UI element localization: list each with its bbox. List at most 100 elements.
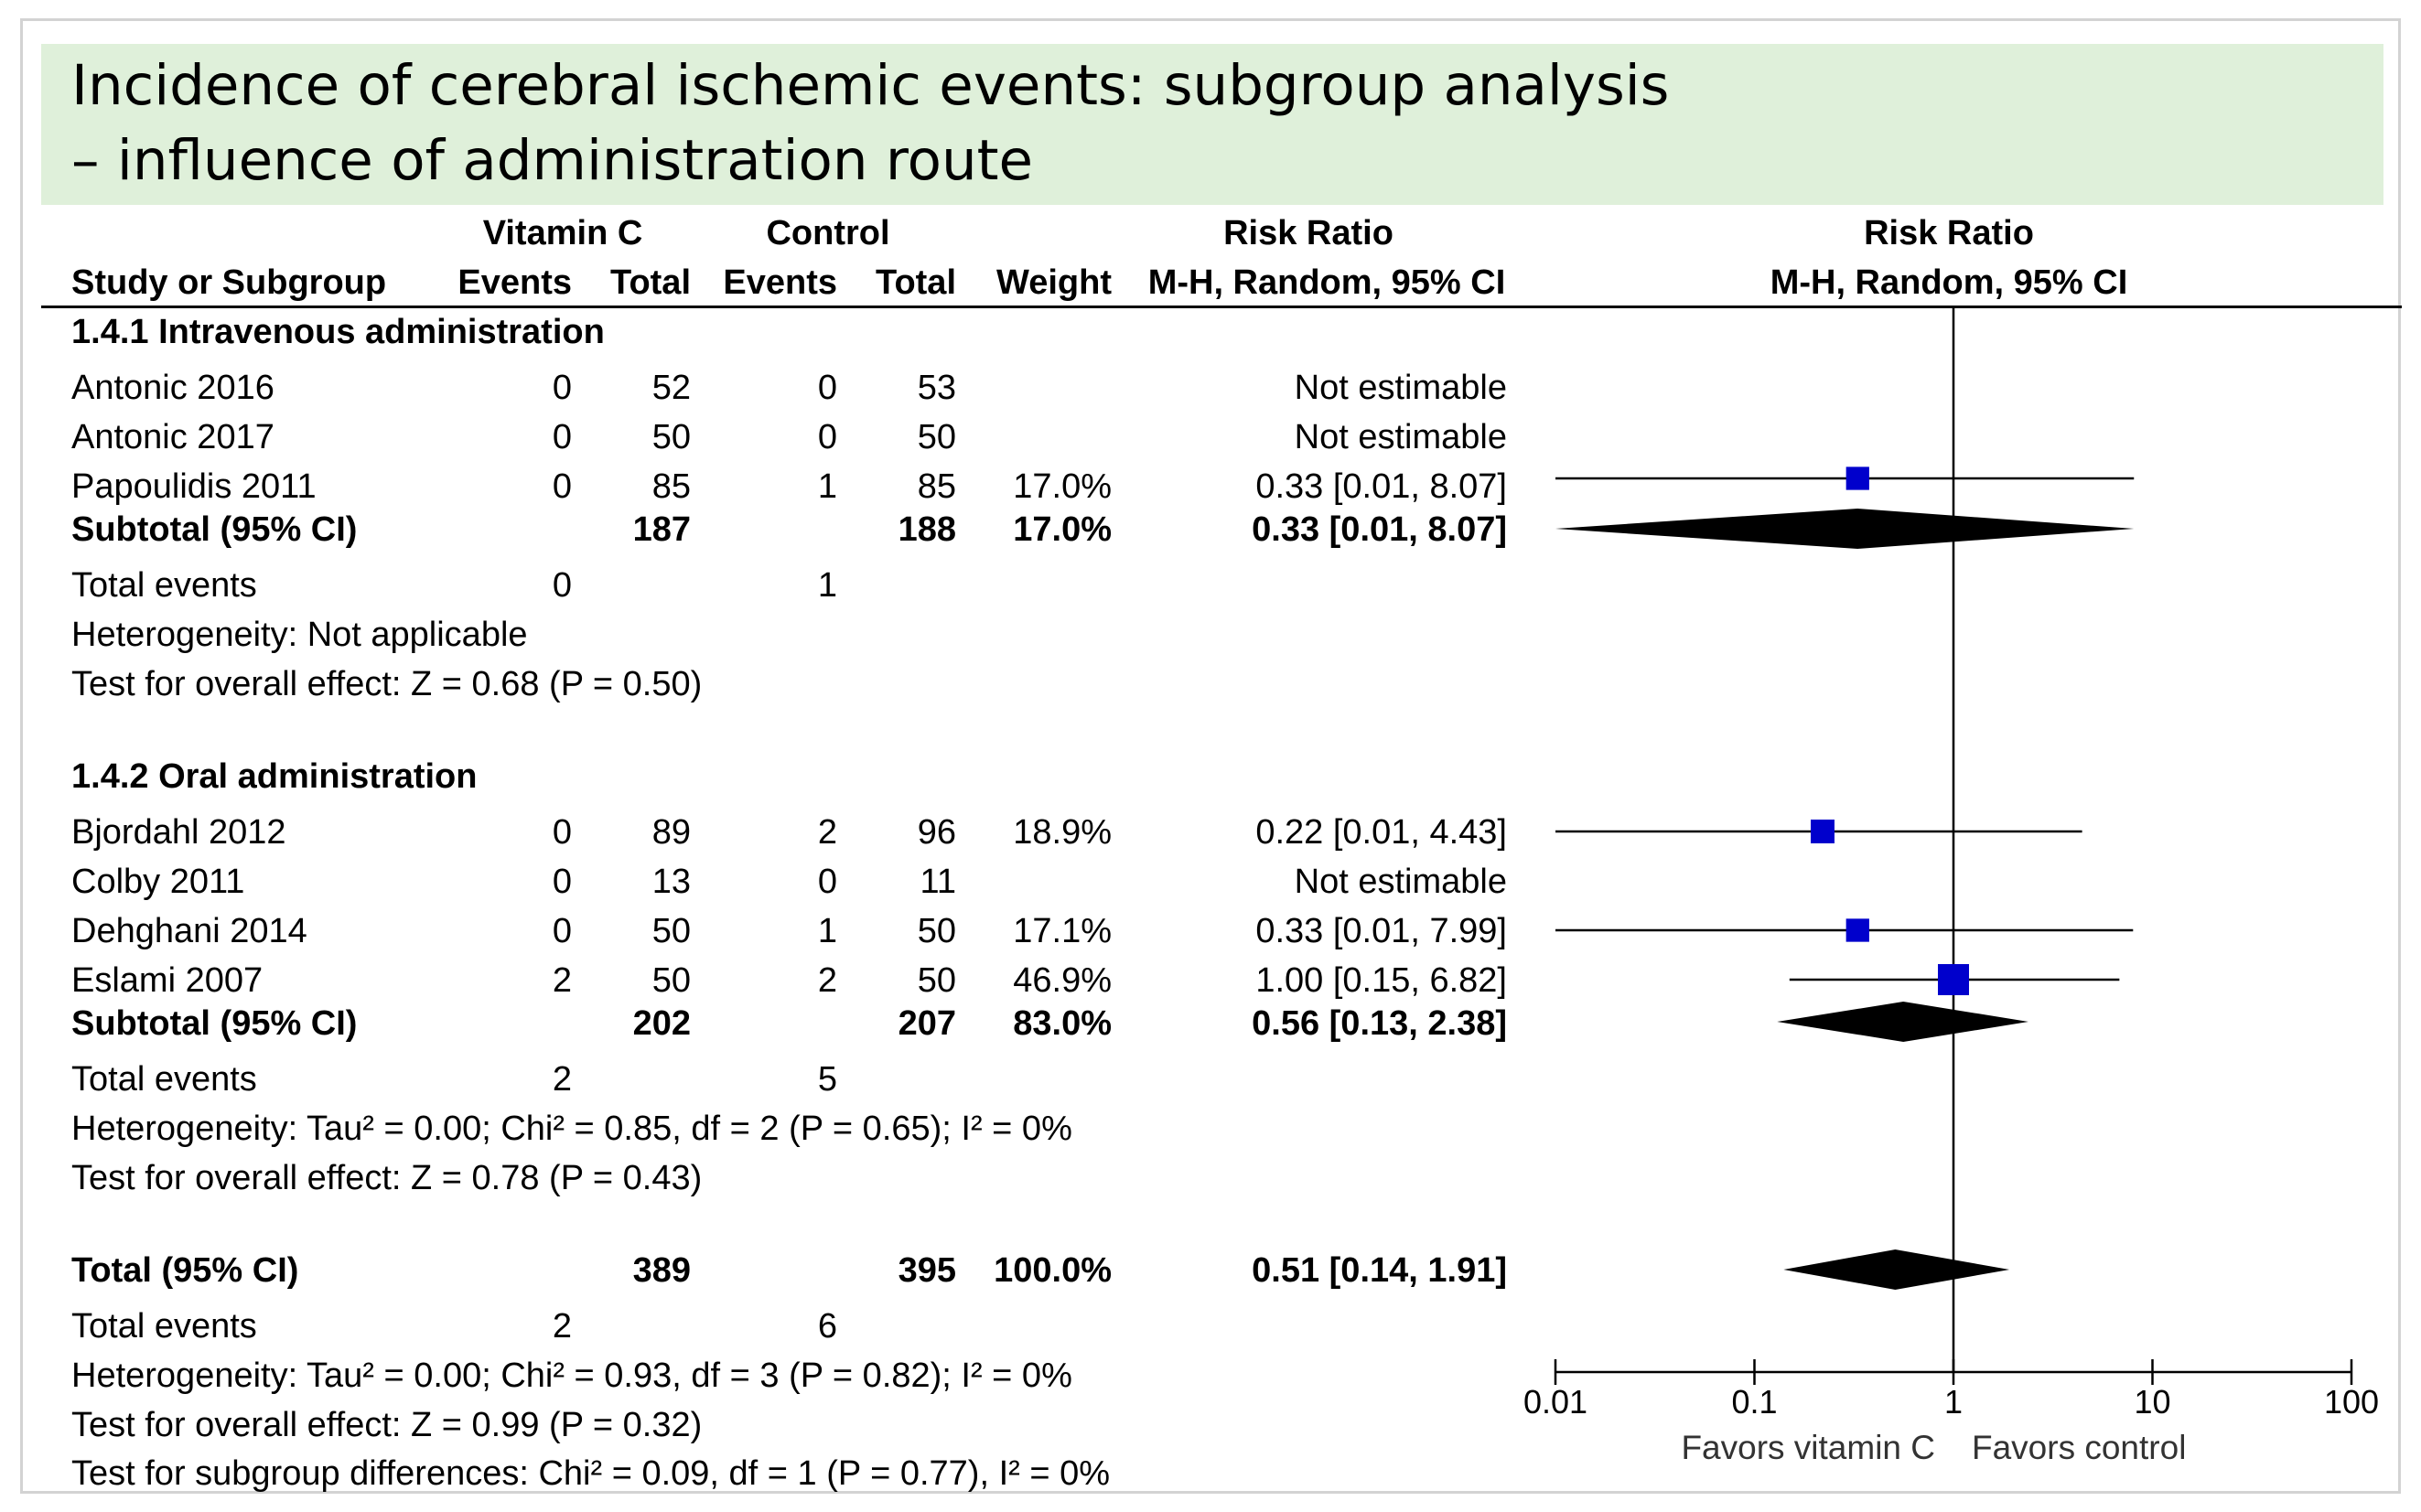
- header-plot-method: M-H, Random, 95% CI: [1770, 263, 2128, 302]
- slide-frame: [20, 18, 2401, 1494]
- total-weight: 100.0%: [994, 1251, 1112, 1290]
- favors-left-label: Favors vitamin C: [1681, 1429, 1935, 1466]
- study-weight: 17.0%: [1013, 467, 1112, 506]
- slide-title-line-1: Incidence of cerebral ischemic events: s…: [71, 53, 1670, 118]
- subtotal-total2: 207: [898, 1004, 956, 1043]
- heterogeneity-text: Heterogeneity: Not applicable: [71, 616, 528, 654]
- subtotal-total1: 202: [632, 1004, 691, 1043]
- study-events2: 1: [817, 912, 837, 950]
- study-total2: 53: [917, 369, 956, 407]
- study-events1: 0: [552, 467, 572, 506]
- study-total2: 50: [917, 418, 956, 456]
- header-study: Study or Subgroup: [71, 263, 387, 302]
- header-events2: Events: [723, 263, 837, 302]
- x-axis-tick-label: 1: [1944, 1383, 1963, 1421]
- study-total2: 96: [917, 813, 956, 852]
- study-total1: 52: [651, 369, 691, 407]
- study-name: Bjordahl 2012: [71, 813, 286, 852]
- title-band: [41, 44, 2383, 205]
- header-group2: Control: [766, 214, 890, 252]
- study-total2: 50: [917, 912, 956, 950]
- subtotal-total2: 188: [898, 510, 956, 549]
- x-axis-tick-label: 10: [2134, 1383, 2170, 1421]
- slide-title-line-2: – influence of administration route: [71, 128, 1034, 193]
- header-method: M-H, Random, 95% CI: [1147, 263, 1506, 302]
- total-events-label: Total events: [71, 1307, 257, 1346]
- subtotal-weight: 83.0%: [1013, 1004, 1112, 1043]
- subtotal-total1: 187: [632, 510, 691, 549]
- header-total1: Total: [610, 263, 691, 302]
- total-label: Total (95% CI): [71, 1251, 299, 1290]
- header-plot-label: Risk Ratio: [1864, 214, 2034, 252]
- study-name: Dehghani 2014: [71, 912, 307, 950]
- study-ci: Not estimable: [1294, 369, 1507, 407]
- study-events2: 0: [817, 418, 837, 456]
- header-rr-label: Risk Ratio: [1223, 214, 1393, 252]
- study-total1: 85: [651, 467, 691, 506]
- study-events2: 0: [817, 369, 837, 407]
- study-events1: 2: [552, 961, 572, 1000]
- total-ci: 0.51 [0.14, 1.91]: [1252, 1251, 1507, 1290]
- x-axis-tick-label: 0.01: [1523, 1383, 1587, 1421]
- study-weight: 17.1%: [1013, 912, 1112, 950]
- total-events-2: 5: [817, 1060, 837, 1099]
- study-marker: [1845, 466, 1869, 490]
- study-total2: 11: [920, 863, 956, 901]
- summary-diamond: [1555, 509, 2135, 549]
- total-events-1: 2: [552, 1060, 572, 1099]
- subtotal-label: Subtotal (95% CI): [71, 510, 358, 549]
- study-name: Antonic 2016: [71, 369, 274, 407]
- study-weight: 46.9%: [1013, 961, 1112, 1000]
- total-events-label: Total events: [71, 566, 257, 605]
- study-weight: 18.9%: [1013, 813, 1112, 852]
- header-rule: [41, 306, 2402, 308]
- total-events-1: 0: [552, 566, 572, 605]
- subtotal-weight: 17.0%: [1013, 510, 1112, 549]
- header-events1: Events: [457, 263, 572, 302]
- total-total2: 395: [898, 1251, 956, 1290]
- study-marker: [1810, 820, 1835, 843]
- study-events2: 2: [817, 813, 837, 852]
- study-total1: 13: [651, 863, 691, 901]
- x-axis-tick-label: 0.1: [1731, 1383, 1777, 1421]
- subgroup-1-title: 1.4.1 Intravenous administration: [71, 313, 605, 351]
- study-events1: 0: [552, 863, 572, 901]
- study-total2: 50: [917, 961, 956, 1000]
- study-total1: 50: [651, 912, 691, 950]
- study-ci: 0.33 [0.01, 8.07]: [1255, 467, 1507, 506]
- total-total1: 389: [632, 1251, 691, 1290]
- study-marker: [1845, 918, 1869, 942]
- study-total2: 85: [917, 467, 956, 506]
- subtotal-ci: 0.33 [0.01, 8.07]: [1252, 510, 1507, 549]
- favors-right-label: Favors control: [1972, 1429, 2186, 1466]
- study-marker: [1938, 964, 1969, 995]
- study-ci: Not estimable: [1294, 418, 1507, 456]
- study-events2: 2: [817, 961, 837, 1000]
- study-events1: 0: [552, 813, 572, 852]
- overall-effect-text: Test for overall effect: Z = 0.68 (P = 0…: [71, 665, 703, 703]
- study-events1: 0: [552, 912, 572, 950]
- study-name: Papoulidis 2011: [71, 467, 317, 506]
- x-axis-tick-label: 100: [2324, 1383, 2379, 1421]
- study-events1: 0: [552, 369, 572, 407]
- subtotal-label: Subtotal (95% CI): [71, 1004, 358, 1043]
- study-events1: 0: [552, 418, 572, 456]
- study-total1: 50: [651, 418, 691, 456]
- study-ci: 1.00 [0.15, 6.82]: [1255, 961, 1507, 1000]
- total-events-1: 2: [552, 1307, 572, 1346]
- study-events2: 1: [817, 467, 837, 506]
- study-name: Eslami 2007: [71, 961, 264, 1000]
- total-events-2: 6: [817, 1307, 837, 1346]
- header-weight: Weight: [996, 263, 1112, 302]
- total-overall-effect-text: Test for overall effect: Z = 0.99 (P = 0…: [71, 1406, 703, 1444]
- heterogeneity-text: Heterogeneity: Tau² = 0.00; Chi² = 0.85,…: [71, 1110, 1072, 1148]
- header-group1: Vitamin C: [482, 214, 643, 252]
- summary-diamond: [1783, 1249, 2010, 1290]
- study-name: Antonic 2017: [71, 418, 274, 456]
- total-heterogeneity-text: Heterogeneity: Tau² = 0.00; Chi² = 0.93,…: [71, 1357, 1072, 1395]
- subgroup-2-title: 1.4.2 Oral administration: [71, 757, 478, 796]
- study-total1: 50: [651, 961, 691, 1000]
- study-events2: 0: [817, 863, 837, 901]
- total-events-2: 1: [817, 566, 837, 605]
